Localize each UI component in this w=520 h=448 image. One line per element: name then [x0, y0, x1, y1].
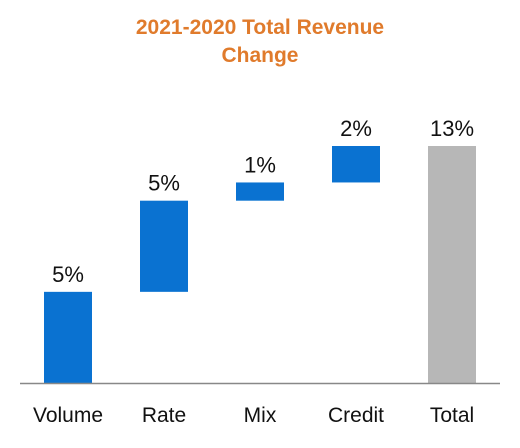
x-tick-label-rate: Rate	[142, 404, 186, 427]
x-tick-label-total: Total	[430, 404, 474, 427]
bar-total	[428, 146, 476, 383]
bar-volume	[44, 291, 92, 383]
x-tick-label-credit: Credit	[328, 404, 384, 427]
x-tick-label-mix: Mix	[244, 404, 277, 427]
chart-title: 2021-2020 Total Revenue Change	[0, 14, 520, 70]
data-label-volume: 5%	[52, 262, 84, 287]
data-label-total: 13%	[430, 116, 474, 141]
bar-rate	[140, 200, 188, 292]
data-label-mix: 1%	[244, 152, 276, 177]
data-label-rate: 5%	[148, 171, 180, 196]
bar-mix	[236, 182, 284, 201]
data-label-credit: 2%	[340, 116, 372, 141]
chart-title-line-1: 2021-2020 Total Revenue	[135, 16, 385, 39]
bar-credit	[332, 146, 380, 183]
x-tick-label-volume: Volume	[33, 404, 103, 427]
chart-title-line-2: Change	[221, 44, 299, 67]
